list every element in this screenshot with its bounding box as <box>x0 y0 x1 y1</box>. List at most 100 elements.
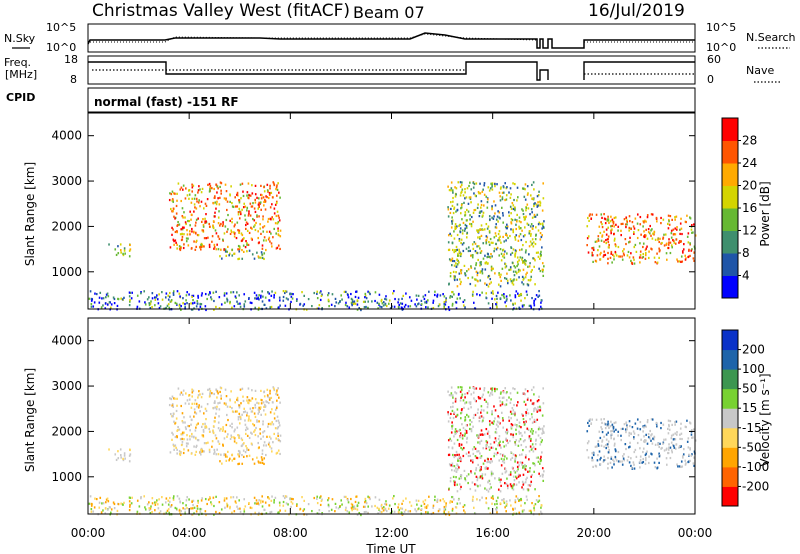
velocity-cell <box>525 478 527 481</box>
power-cell <box>179 188 182 191</box>
velocity-cell <box>539 427 542 431</box>
velocity-cell <box>307 502 310 506</box>
power-cell <box>682 248 685 251</box>
velocity-cell <box>472 425 474 428</box>
cpid-text: normal (fast) -151 RF <box>94 95 239 109</box>
velocity-cell <box>671 423 673 426</box>
power-cell <box>459 212 462 215</box>
power-cell <box>229 300 231 304</box>
velocity-cell <box>459 399 462 402</box>
velocity-cell <box>369 497 371 501</box>
power-cell <box>197 294 199 298</box>
power-cell <box>410 299 413 302</box>
velocity-cell <box>522 482 525 485</box>
velocity-cell <box>510 504 512 507</box>
velocity-cell <box>615 459 618 462</box>
velocity-cell <box>606 443 609 446</box>
power-cell <box>653 256 656 259</box>
power-cell <box>195 197 198 200</box>
power-cell <box>460 241 462 245</box>
velocity-cell <box>633 467 636 470</box>
power-cell <box>258 201 260 204</box>
power-cell <box>509 205 512 208</box>
power-cell <box>491 183 493 186</box>
power-cell <box>473 278 476 281</box>
power-cell <box>179 295 181 298</box>
velocity-cell <box>260 402 263 405</box>
power-cell <box>456 225 458 228</box>
power-cell <box>504 263 507 266</box>
power-cell <box>368 291 371 294</box>
power-cell <box>464 274 467 277</box>
power-cell <box>459 282 462 286</box>
velocity-cell <box>149 507 152 510</box>
velocity-cell <box>450 439 453 442</box>
power-cell <box>207 293 210 296</box>
velocity-cell <box>528 437 531 440</box>
power-cell <box>476 293 478 296</box>
velocity-cell <box>425 506 428 509</box>
power-cell <box>261 247 264 250</box>
power-cell <box>484 254 486 257</box>
power-cell <box>470 266 473 269</box>
velocity-cell <box>495 506 498 509</box>
power-cell <box>90 297 93 301</box>
velocity-cell <box>520 443 523 447</box>
velocity-cell <box>155 501 158 504</box>
velocity-cell <box>521 463 523 466</box>
velocity-cell <box>517 475 520 478</box>
velocity-cell <box>680 422 682 425</box>
power-cell <box>629 219 631 223</box>
power-cell <box>251 192 254 195</box>
velocity-cell <box>198 513 200 516</box>
power-cell <box>449 296 451 299</box>
velocity-cell <box>471 481 474 484</box>
velocity-cell <box>215 388 218 391</box>
velocity-cell <box>199 450 201 454</box>
power-cell <box>276 222 279 225</box>
velocity-cell <box>517 401 519 404</box>
power-cell <box>608 221 610 224</box>
power-cell <box>270 294 273 297</box>
power-cell <box>483 184 486 187</box>
velocity-cell <box>363 510 366 514</box>
velocity-cell <box>115 458 118 462</box>
power-cell <box>188 197 190 200</box>
power-cell <box>537 251 539 254</box>
colorbar-tick-label: 28 <box>742 134 757 148</box>
power-cell <box>172 238 175 241</box>
velocity-cell <box>478 434 480 437</box>
velocity-cell <box>452 405 454 408</box>
velocity-cell <box>538 472 540 475</box>
power-cell <box>476 245 478 248</box>
velocity-cell <box>228 459 230 462</box>
power-cell <box>465 196 468 199</box>
power-cell <box>211 187 213 190</box>
power-cell <box>242 190 244 193</box>
power-cell <box>497 291 499 294</box>
velocity-cell <box>691 453 693 456</box>
velocity-cell <box>521 392 524 395</box>
velocity-cell <box>644 459 647 462</box>
power-cell <box>200 191 203 194</box>
power-cell <box>681 232 683 236</box>
power-cell <box>224 250 227 253</box>
velocity-cell <box>530 511 533 514</box>
velocity-cell <box>226 504 229 507</box>
velocity-cell <box>452 416 455 420</box>
velocity-cell <box>531 402 533 405</box>
velocity-cell <box>510 426 512 429</box>
velocity-cell <box>521 486 523 489</box>
power-cell <box>275 200 278 203</box>
power-cell <box>167 303 170 306</box>
power-cell <box>453 275 455 278</box>
velocity-cell <box>514 454 517 457</box>
power-cell <box>674 242 677 245</box>
power-cell <box>487 275 490 278</box>
velocity-cell <box>491 388 493 391</box>
velocity-cell <box>528 458 530 461</box>
velocity-cell <box>660 426 662 430</box>
velocity-cell <box>273 387 275 390</box>
velocity-cell <box>501 396 504 399</box>
power-cell <box>533 265 535 268</box>
